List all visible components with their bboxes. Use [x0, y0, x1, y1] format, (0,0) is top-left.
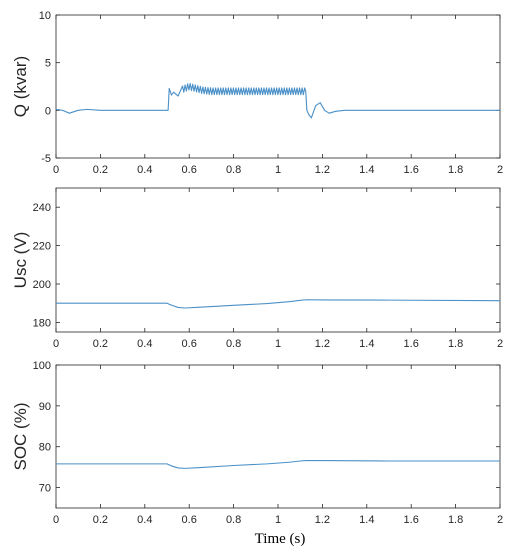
y-tick-label: 180	[33, 317, 51, 329]
y-tick-label: 240	[33, 202, 51, 214]
x-tick-label: 0.6	[182, 338, 197, 350]
series-line	[56, 299, 501, 309]
x-tick-label: 1.4	[359, 164, 374, 176]
axes-frame	[55, 14, 501, 159]
x-tick-label: 1.2	[315, 514, 330, 526]
x-tick-label: 0.2	[93, 164, 108, 176]
x-tick-label: 1.8	[448, 164, 463, 176]
x-tick-label: 0	[53, 514, 59, 526]
x-tick-label: 0.6	[182, 514, 197, 526]
x-tick-label: 1	[275, 514, 281, 526]
x-tick-label: 1	[275, 338, 281, 350]
x-tick-label: 0.8	[226, 514, 241, 526]
x-tick-label: 0.8	[226, 338, 241, 350]
x-tick-label: 0.8	[226, 164, 241, 176]
series-line	[56, 460, 500, 469]
x-tick-label: 1	[275, 164, 281, 176]
x-tick-label: 0	[53, 338, 59, 350]
series-line	[55, 82, 500, 119]
y-tick-label: -5	[41, 153, 51, 165]
y-tick-label: 70	[39, 483, 51, 495]
x-tick-label: 1.4	[359, 514, 374, 526]
x-axis-label: Time (s)	[255, 531, 306, 547]
x-tick-label: 0.4	[137, 338, 152, 350]
x-tick-label: 1.2	[315, 338, 330, 350]
x-tick-label: 0.2	[93, 338, 108, 350]
y-axis-label: SOC (%)	[11, 403, 30, 471]
y-axis-label: Usc (V)	[11, 232, 30, 289]
x-tick-label: 1.2	[315, 164, 330, 176]
x-tick-label: 1.8	[448, 338, 463, 350]
x-tick-label: 0	[53, 164, 59, 176]
x-tick-label: 0.6	[182, 164, 197, 176]
y-tick-label: 0	[45, 105, 51, 117]
axes-frame	[55, 364, 501, 509]
x-tick-label: 2	[497, 514, 503, 526]
y-tick-label: 200	[33, 279, 51, 291]
panel-state-of-charge: 0 0.2 0.4 0.6 0.8 1 1.2 1.4 1.6 1.8 2 70 80 90 100 SOC …	[11, 360, 503, 526]
x-tick-label: 0.2	[93, 514, 108, 526]
y-tick-label: 90	[39, 401, 51, 413]
axes-frame	[55, 187, 501, 333]
x-tick-label: 0.4	[137, 164, 152, 176]
x-tick-label: 2	[497, 338, 503, 350]
panel-supercap-voltage: 0 0.2 0.4 0.6 0.8 1 1.2 1.4 1.6 1.8 2 180 200 220 240 U…	[11, 187, 503, 350]
x-tick-label: 1.6	[404, 338, 419, 350]
x-tick-label: 1.6	[404, 514, 419, 526]
y-tick-label: 220	[33, 241, 51, 253]
x-tick-label: 2	[497, 164, 503, 176]
y-tick-label: 80	[39, 442, 51, 454]
x-tick-label: 1.8	[448, 514, 463, 526]
x-tick-label: 0.4	[137, 514, 152, 526]
y-tick-label: 10	[39, 10, 51, 22]
y-axis-label: Q (kvar)	[11, 56, 30, 117]
x-tick-label: 1.6	[404, 164, 419, 176]
x-tick-label: 1.4	[359, 338, 374, 350]
y-tick-label: 5	[45, 58, 51, 70]
y-tick-label: 100	[33, 360, 51, 372]
